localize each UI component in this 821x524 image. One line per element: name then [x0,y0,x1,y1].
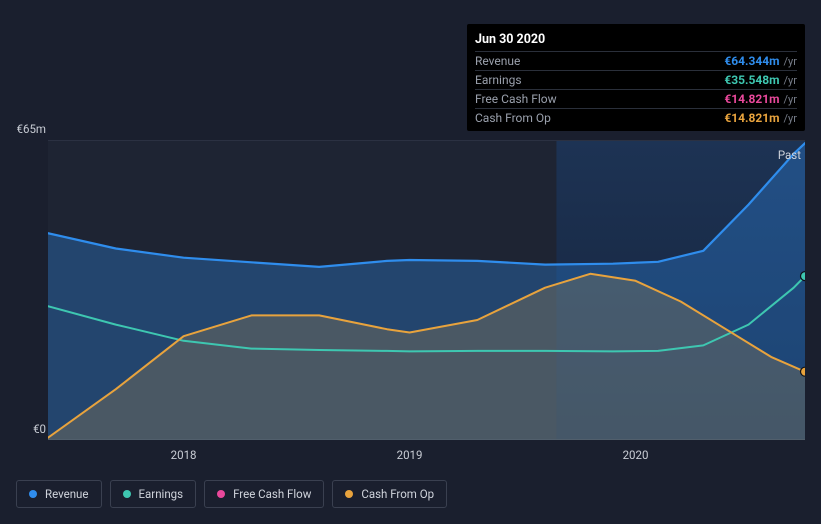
legend-label: Revenue [45,487,89,501]
legend: Revenue Earnings Free Cash Flow Cash From O… [16,480,447,508]
tooltip-row: Earnings€35.548m/yr [475,70,797,89]
series-endpoint-earnings [801,272,806,281]
x-axis-label: 2020 [623,448,649,462]
series-endpoint-cash_op [801,367,806,376]
tooltip-metric-unit: /yr [784,93,797,106]
x-axis-label: 2019 [397,448,423,462]
tooltip-metric-value: €35.548m [724,73,779,87]
tooltip-metric-unit: /yr [784,74,797,87]
legend-label: Cash From Op [361,487,434,501]
tooltip-metric-unit: /yr [784,55,797,68]
legend-dot-icon [29,490,37,498]
plot-area [48,140,805,440]
chart-tooltip: Jun 30 2020 Revenue€64.344m/yrEarnings€3… [467,24,805,131]
y-axis-label: €0 [33,422,46,436]
legend-dot-icon [217,490,225,498]
tooltip-metric-value: €14.821m [724,111,779,125]
tooltip-metric-unit: /yr [784,112,797,125]
tooltip-metric-label: Free Cash Flow [475,92,724,106]
legend-dot-icon [345,490,353,498]
tooltip-row: Cash From Op€14.821m/yr [475,108,797,127]
tooltip-metric-value: €64.344m [724,54,779,68]
tooltip-row: Revenue€64.344m/yr [475,51,797,70]
legend-label: Free Cash Flow [233,487,311,501]
tooltip-row: Free Cash Flow€14.821m/yr [475,89,797,108]
past-label: Past [778,148,801,162]
financial-chart: Jun 30 2020 Revenue€64.344m/yrEarnings€3… [0,0,821,524]
tooltip-metric-label: Cash From Op [475,111,724,125]
tooltip-metric-label: Earnings [475,73,724,87]
tooltip-metric-value: €14.821m [724,92,779,106]
legend-item-cash-from-op[interactable]: Cash From Op [332,480,447,508]
y-axis-label: €65m [17,122,46,136]
x-axis-label: 2018 [171,448,197,462]
tooltip-date: Jun 30 2020 [475,30,797,51]
tooltip-metric-label: Revenue [475,54,724,68]
legend-dot-icon [123,490,131,498]
legend-item-revenue[interactable]: Revenue [16,480,102,508]
legend-item-earnings[interactable]: Earnings [110,480,197,508]
legend-item-free-cash-flow[interactable]: Free Cash Flow [204,480,324,508]
legend-label: Earnings [139,487,184,501]
